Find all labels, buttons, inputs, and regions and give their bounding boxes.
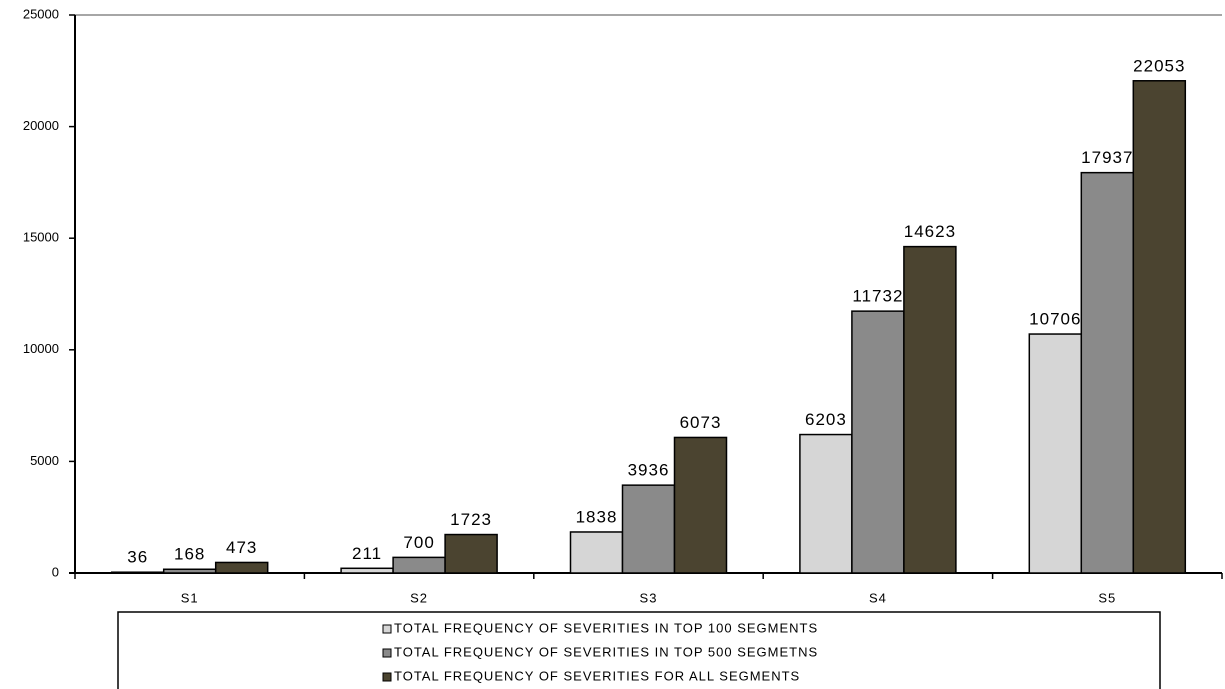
y-tick-label: 0 — [52, 564, 59, 579]
bar — [214, 561, 269, 574]
legend-label: TOTAL FREQUENCY OF SEVERITIES FOR ALL SE… — [394, 668, 800, 683]
legend-swatch — [382, 624, 392, 634]
bar — [1028, 333, 1083, 574]
value-label: 3936 — [628, 461, 670, 480]
legend-label: TOTAL FREQUENCY OF SEVERITIES IN TOP 100… — [394, 620, 818, 635]
value-label: 17937 — [1081, 148, 1133, 167]
value-label: 14623 — [904, 222, 956, 241]
bar — [569, 531, 624, 574]
value-label: 473 — [226, 538, 257, 557]
bar — [392, 556, 446, 574]
y-tick-label: 10000 — [23, 341, 59, 356]
value-label: 22053 — [1133, 56, 1185, 75]
value-label: 1723 — [450, 510, 492, 529]
bar — [340, 567, 394, 574]
x-tick-label: S5 — [1098, 590, 1116, 605]
bar — [851, 310, 905, 574]
y-tick-label: 25000 — [23, 6, 59, 21]
legend-box — [117, 611, 1161, 689]
y-tick-label: 5000 — [30, 453, 59, 468]
legend-swatch — [382, 672, 392, 682]
x-tick-label: S1 — [181, 590, 199, 605]
bar — [444, 533, 498, 574]
x-tick-label: S4 — [869, 590, 887, 605]
value-label: 700 — [403, 533, 434, 552]
value-label: 6203 — [805, 410, 847, 429]
bar — [673, 436, 728, 574]
bar — [1080, 171, 1135, 574]
bar — [799, 433, 853, 574]
y-tick-label: 15000 — [23, 230, 59, 245]
legend-swatch — [382, 648, 392, 658]
x-tick-label: S2 — [410, 590, 428, 605]
value-label: 211 — [352, 544, 382, 563]
value-label: 36 — [127, 548, 148, 567]
value-label: 6073 — [680, 413, 722, 432]
bar — [1132, 80, 1187, 574]
bar — [162, 568, 217, 574]
bar — [903, 245, 957, 574]
x-tick-label: S3 — [640, 590, 658, 605]
value-label: 11732 — [852, 287, 903, 306]
bar — [110, 571, 165, 574]
value-label: 10706 — [1029, 310, 1081, 329]
value-label: 1838 — [576, 507, 618, 526]
legend-label: TOTAL FREQUENCY OF SEVERITIES IN TOP 500… — [394, 644, 818, 659]
bar — [621, 484, 676, 574]
value-label: 168 — [174, 545, 205, 564]
y-tick-label: 20000 — [23, 118, 59, 133]
